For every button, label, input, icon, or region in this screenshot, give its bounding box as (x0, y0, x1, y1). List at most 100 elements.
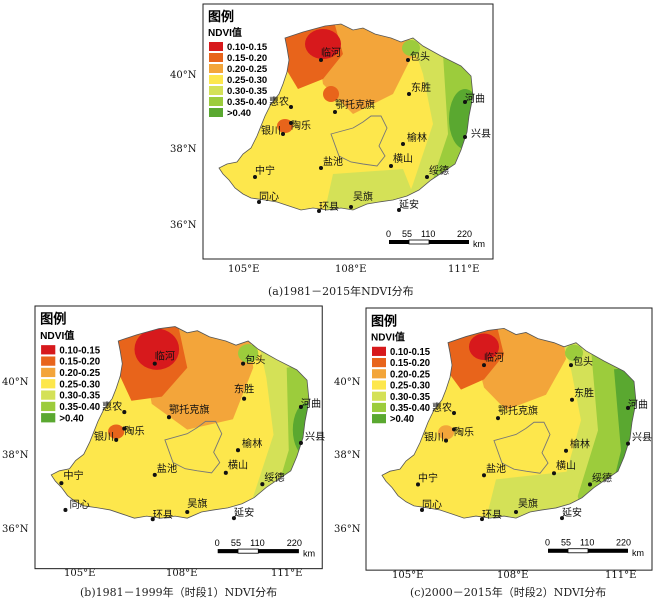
svg-text:220: 220 (457, 229, 472, 239)
svg-text:绥德: 绥德 (429, 164, 449, 177)
svg-text:0.35-0.40: 0.35-0.40 (390, 403, 430, 414)
svg-text:km: km (303, 548, 316, 558)
svg-text:中宁: 中宁 (63, 469, 83, 482)
svg-text:绥德: 绥德 (592, 471, 612, 484)
scale-bar: 0 55 110 220 km (545, 538, 644, 558)
svg-text:中宁: 中宁 (418, 471, 438, 484)
svg-text:0.15-0.20: 0.15-0.20 (390, 358, 430, 369)
svg-text:110: 110 (580, 538, 594, 548)
svg-text:横山: 横山 (393, 152, 413, 165)
svg-text:55: 55 (561, 538, 571, 548)
svg-text:108°E: 108°E (335, 264, 366, 275)
svg-text:银川: 银川 (94, 430, 114, 443)
svg-text:0.15-0.20: 0.15-0.20 (227, 53, 267, 64)
svg-text:220: 220 (287, 538, 302, 548)
svg-text:河曲: 河曲 (628, 399, 648, 411)
svg-text:兴县: 兴县 (305, 431, 325, 443)
internal-boundary (164, 420, 223, 474)
svg-text:105°E: 105°E (64, 568, 95, 579)
svg-text:同心: 同心 (422, 499, 442, 511)
map-b-axes: 40°N 38°N 36°N 105°E 108°E 111°E (2, 377, 302, 579)
svg-text:河曲: 河曲 (301, 398, 321, 410)
svg-text:吴旗: 吴旗 (187, 497, 207, 510)
svg-text:NDVI值: NDVI值 (371, 331, 405, 344)
scale-bar: 0 55 110 220 km (215, 538, 316, 558)
legend-classes: 0.10-0.15 0.15-0.20 0.20-0.25 0.25-0.30 … (209, 42, 268, 119)
svg-text:>0.40: >0.40 (390, 414, 414, 425)
svg-text:0: 0 (545, 538, 550, 548)
svg-text:0.10-0.15: 0.10-0.15 (227, 42, 268, 53)
caption-b: (b)1981－1999年（时段1）NDVI分布 (80, 586, 278, 599)
legend: 图例 NDVI值 0.10-0.15 0.15-0.20 0.20-0.25 0… (40, 310, 101, 424)
svg-text:0.25-0.30: 0.25-0.30 (59, 379, 100, 390)
svg-text:吴旗: 吴旗 (353, 190, 373, 203)
svg-text:东胜: 东胜 (574, 387, 594, 400)
svg-text:108°E: 108°E (166, 568, 197, 579)
svg-text:110: 110 (250, 538, 265, 548)
svg-text:55: 55 (231, 538, 241, 548)
svg-text:兴县: 兴县 (632, 432, 652, 444)
svg-text:银川: 银川 (261, 124, 281, 137)
svg-text:东胜: 东胜 (234, 382, 254, 395)
svg-text:NDVI值: NDVI值 (40, 329, 74, 342)
map-a: 图例 NDVI值 0.10-0.15 0.15-0.20 0.20-0.25 0… (202, 3, 494, 260)
svg-text:临河: 临河 (155, 349, 175, 362)
svg-text:横山: 横山 (228, 459, 248, 472)
svg-text:km: km (473, 239, 485, 249)
svg-text:0.10-0.15: 0.10-0.15 (59, 345, 100, 356)
svg-text:0.25-0.30: 0.25-0.30 (227, 75, 267, 86)
svg-text:38°N: 38°N (2, 450, 29, 461)
map-a-axes: 40°N 38°N 36°N 105°E 108°E 111°E (170, 70, 479, 275)
svg-text:220: 220 (616, 538, 631, 548)
svg-text:河曲: 河曲 (465, 93, 485, 105)
svg-text:陶乐: 陶乐 (124, 425, 144, 438)
legend: 图例 NDVI值 0.10-0.15 0.15-0.20 0.20-0.25 0… (208, 9, 268, 119)
svg-text:0.20-0.25: 0.20-0.25 (227, 64, 268, 75)
caption-c: (c)2000－2015年（时段2）NDVI分布 (410, 586, 607, 599)
svg-text:0.30-0.35: 0.30-0.35 (390, 392, 431, 403)
svg-text:环县: 环县 (482, 509, 502, 521)
city-labels: 临河 包头 东胜 惠农 鄂托克旗 河曲 陶乐 银川 兴县 榆林 中宁 盐池 横山… (416, 351, 652, 522)
svg-text:38°N: 38°N (170, 144, 197, 155)
svg-text:图例: 图例 (208, 9, 234, 25)
svg-text:延安: 延安 (399, 198, 419, 211)
city-labels: 临河 包头 东胜 惠农 鄂托克旗 河曲 陶乐 银川 兴县 榆林 中宁 盐池 横山… (253, 46, 491, 213)
svg-text:40°N: 40°N (2, 377, 29, 388)
svg-text:陶乐: 陶乐 (291, 119, 311, 132)
svg-text:110: 110 (421, 229, 435, 239)
svg-text:兴县: 兴县 (471, 128, 491, 140)
svg-text:鄂托克旗: 鄂托克旗 (169, 403, 210, 416)
legend-classes: 0.10-0.15 0.15-0.20 0.20-0.25 0.25-0.30 … (41, 345, 101, 424)
svg-text:图例: 图例 (371, 312, 397, 329)
svg-text:榆林: 榆林 (407, 131, 427, 144)
svg-text:盐池: 盐池 (157, 462, 177, 475)
svg-text:0: 0 (386, 229, 391, 239)
svg-text:0: 0 (215, 538, 220, 548)
svg-text:0.25-0.30: 0.25-0.30 (390, 381, 430, 392)
svg-text:延安: 延安 (234, 506, 254, 519)
caption-a: (a)1981－2015年NDVI分布 (268, 285, 414, 298)
svg-text:0.20-0.25: 0.20-0.25 (390, 369, 431, 380)
svg-text:0.15-0.20: 0.15-0.20 (59, 357, 100, 368)
svg-text:陶乐: 陶乐 (454, 425, 474, 438)
svg-text:环县: 环县 (319, 201, 339, 213)
svg-text:NDVI值: NDVI值 (208, 26, 242, 39)
svg-text:0.35-0.40: 0.35-0.40 (227, 97, 267, 108)
svg-text:0.30-0.35: 0.30-0.35 (227, 86, 268, 97)
internal-boundary (493, 421, 551, 474)
map-c-axes: 40°N 38°N 36°N 105°E 108°E 111°E (334, 377, 636, 581)
svg-text:榆林: 榆林 (570, 438, 590, 451)
svg-text:东胜: 东胜 (411, 81, 431, 94)
svg-text:>0.40: >0.40 (59, 413, 83, 424)
map-c: 图例 NDVI值 0.10-0.15 0.15-0.20 0.20-0.25 0… (365, 307, 653, 571)
svg-text:38°N: 38°N (334, 450, 361, 461)
svg-text:0.35-0.40: 0.35-0.40 (59, 402, 100, 413)
map-b: 图例 NDVI值 0.10-0.15 0.15-0.20 0.20-0.25 0… (34, 305, 325, 570)
svg-text:55: 55 (402, 229, 412, 239)
svg-text:105°E: 105°E (392, 570, 423, 581)
city-labels: 临河 包头 东胜 惠农 鄂托克旗 河曲 陶乐 银川 兴县 榆林 中宁 盐池 横山… (59, 349, 325, 522)
svg-text:>0.40: >0.40 (227, 108, 251, 119)
svg-text:km: km (632, 548, 644, 558)
svg-text:临河: 临河 (321, 46, 341, 59)
